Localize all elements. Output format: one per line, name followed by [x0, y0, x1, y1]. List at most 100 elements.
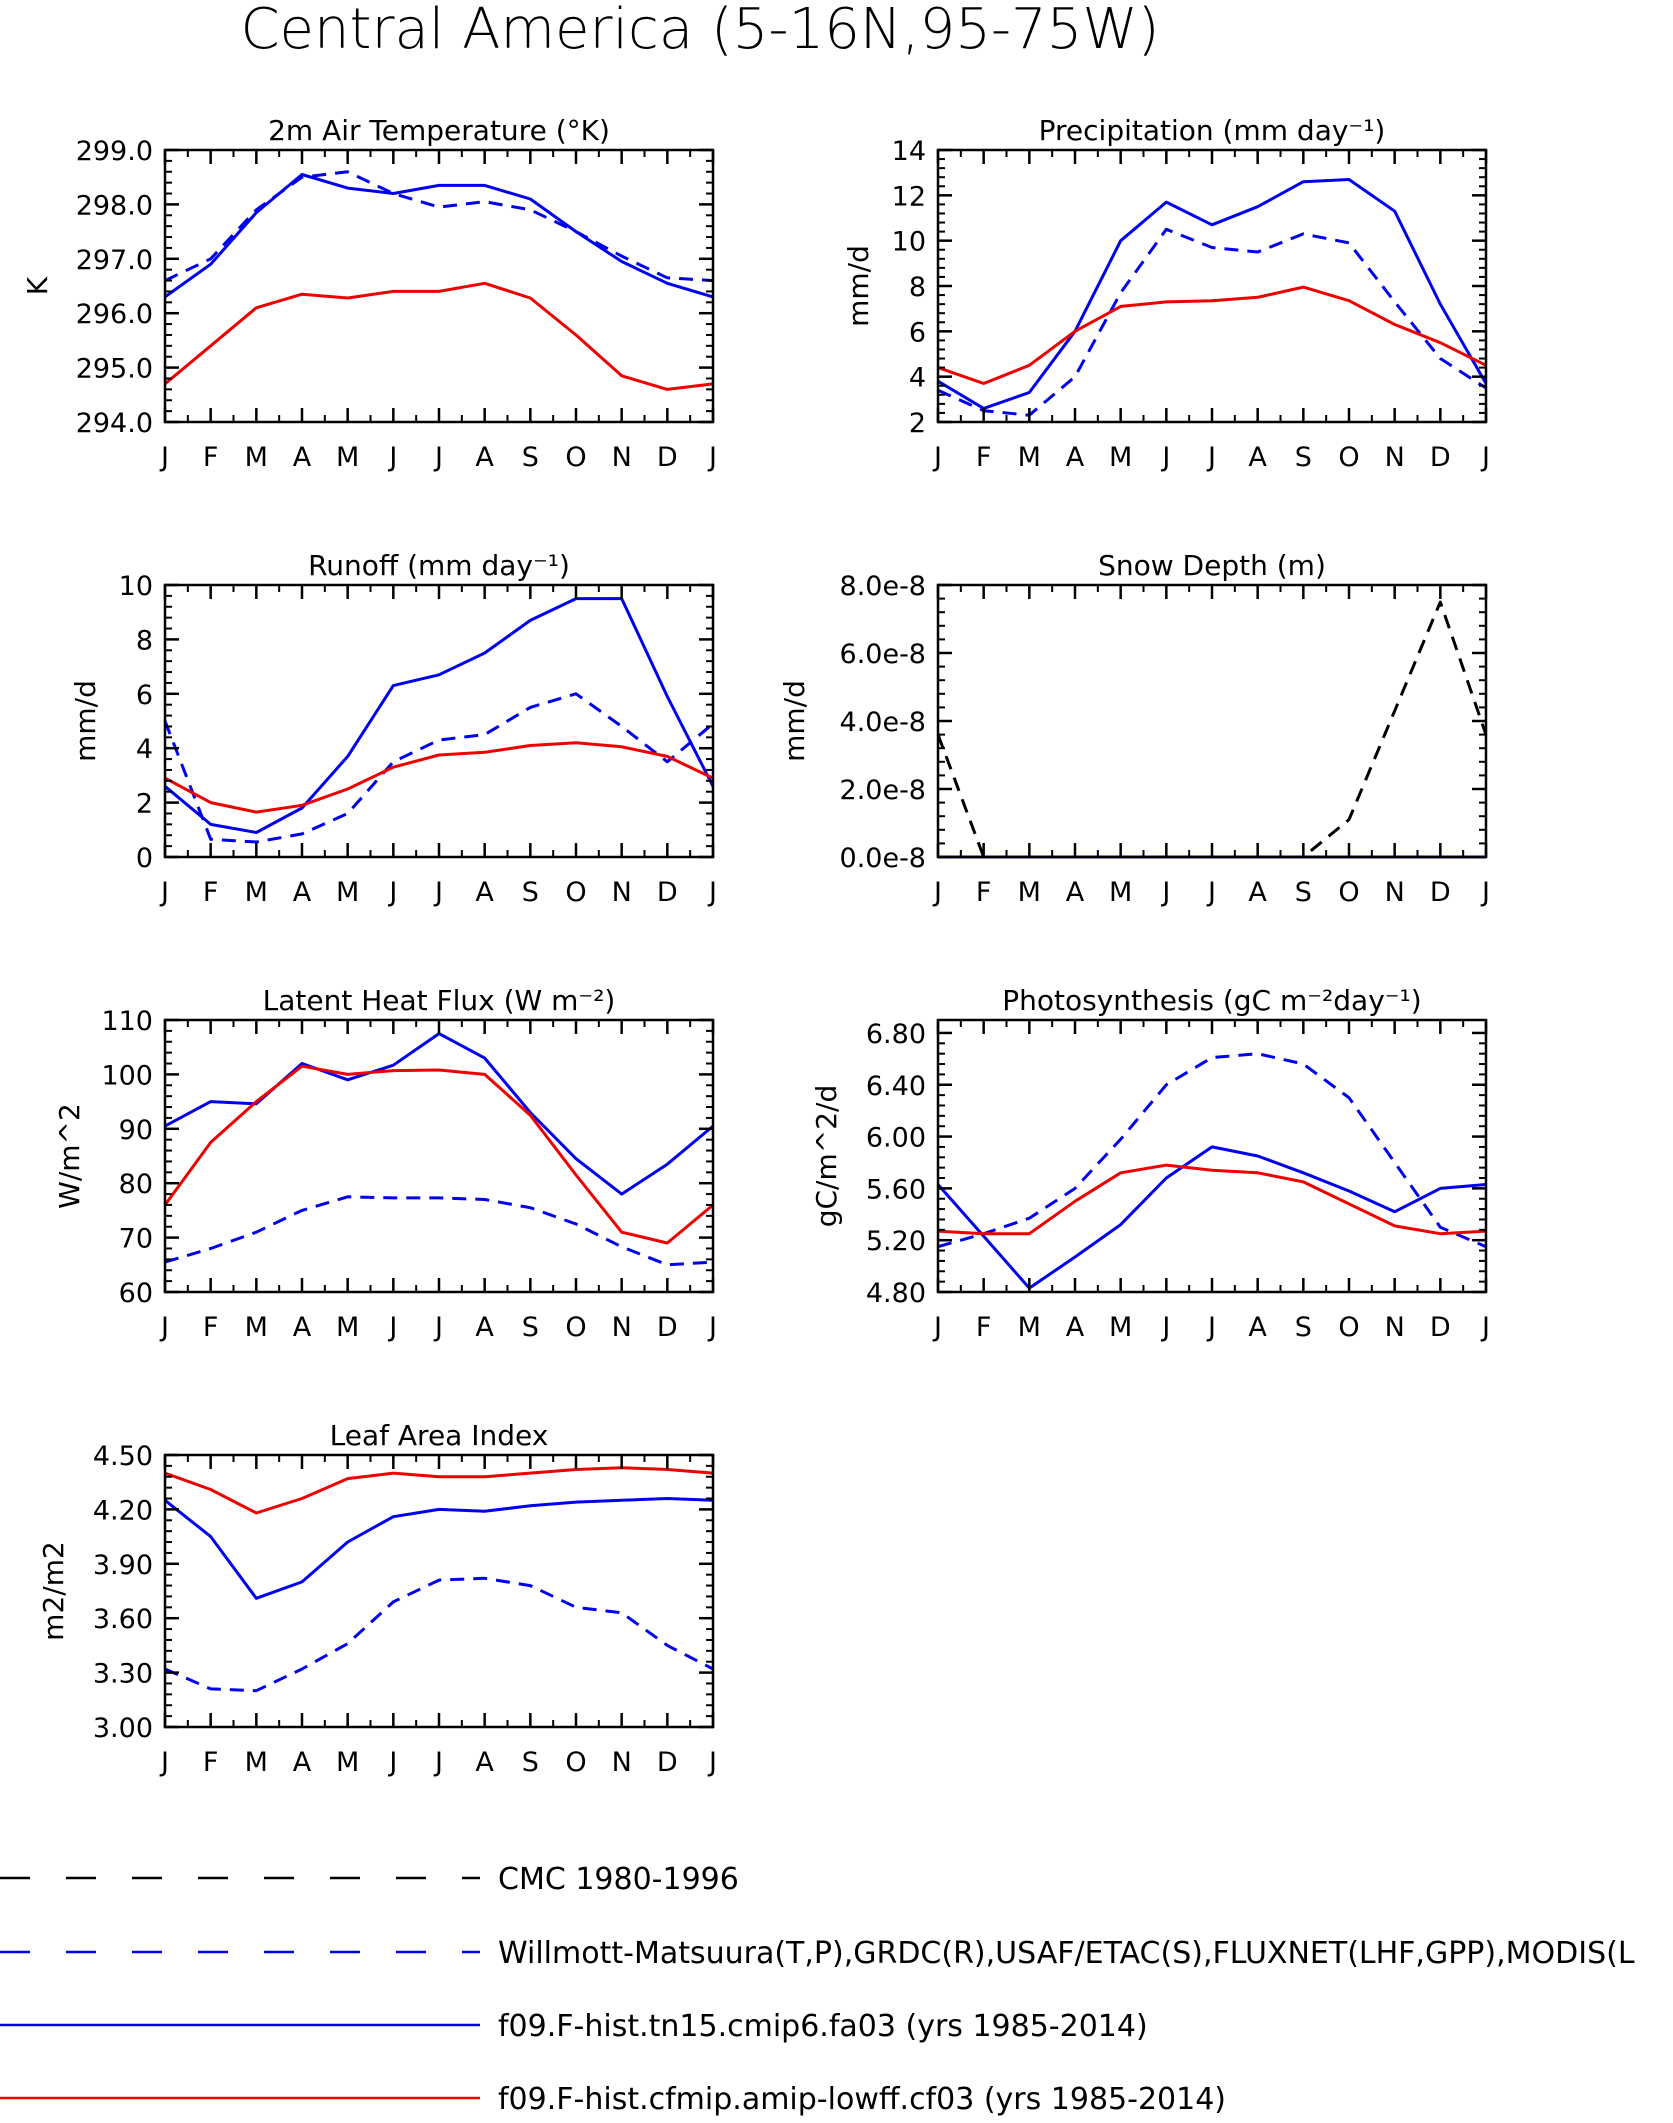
panel-title: Precipitation (mm day⁻¹) — [1039, 114, 1386, 147]
y-tick-label: 3.00 — [93, 1713, 153, 1744]
panel-title: Snow Depth (m) — [1098, 549, 1326, 582]
x-tick-label: N — [1385, 1312, 1405, 1343]
x-tick-label: M — [336, 877, 359, 908]
series-line-dash-blue — [164, 1195, 714, 1267]
y-tick-label: 5.60 — [866, 1174, 926, 1205]
x-tick-label: J — [387, 1747, 397, 1778]
y-tick-label: 60 — [119, 1278, 153, 1309]
series-line-solid-blue — [937, 178, 1488, 410]
x-tick-label: M — [245, 1312, 268, 1343]
y-tick-label: 3.90 — [93, 1550, 153, 1581]
plot-frame — [163, 1453, 715, 1729]
y-tick-label: 0.0e-8 — [840, 843, 926, 874]
x-tick-label: S — [522, 877, 539, 908]
panel-3: Snow Depth (m)J F M A M J J A S O N D J0.0e-82.0e-84… — [778, 549, 1490, 908]
x-tick-label: D — [1430, 1312, 1451, 1343]
x-tick-label: J — [159, 877, 169, 908]
y-tick-label: 8 — [909, 272, 926, 303]
x-tick-label: S — [1295, 1312, 1312, 1343]
x-tick-label: A — [293, 1747, 312, 1778]
y-tick-label: 10 — [892, 227, 926, 258]
series-line-solid-red — [164, 1466, 714, 1515]
x-tick-label: N — [612, 1312, 632, 1343]
panel-title: 2m Air Temperature (°K) — [268, 114, 610, 147]
x-tick-label: M — [1109, 877, 1132, 908]
x-tick-label: M — [336, 1747, 359, 1778]
y-tick-label: 299.0 — [76, 136, 153, 167]
x-tick-label: M — [1109, 1312, 1132, 1343]
x-tick-label: M — [1109, 442, 1132, 473]
x-tick-label: M — [245, 1747, 268, 1778]
panel-title: Latent Heat Flux (W m⁻²) — [263, 984, 616, 1017]
x-tick-label: O — [565, 1747, 586, 1778]
x-tick-label: J — [1160, 877, 1170, 908]
x-tick-label: J — [159, 442, 169, 473]
x-tick-label: J — [433, 877, 443, 908]
panel-5: Photosynthesis (gC m⁻²day⁻¹)J F M A M J J A S O N D… — [810, 984, 1490, 1343]
x-tick-label: A — [475, 877, 494, 908]
x-tick-label: A — [293, 877, 312, 908]
x-tick-label: J — [1480, 877, 1490, 908]
series-line-dash-blue — [164, 170, 714, 283]
panel-title: Runoff (mm day⁻¹) — [308, 549, 570, 582]
main-title: Central America (5-16N,95-75W) — [240, 0, 1159, 62]
y-tick-label: 8 — [136, 625, 153, 656]
x-tick-label: F — [976, 442, 992, 473]
series-line-solid-blue — [936, 1145, 1487, 1290]
x-tick-label: M — [1018, 877, 1041, 908]
series-line-solid-blue — [164, 1497, 714, 1600]
x-tick-label: F — [203, 1747, 219, 1778]
plot-frame — [936, 1018, 1488, 1294]
x-tick-label: A — [1066, 1312, 1085, 1343]
y-tick-label: 80 — [119, 1169, 153, 1200]
x-tick-label: F — [203, 877, 219, 908]
y-tick-label: 4.0e-8 — [840, 707, 926, 738]
plot-frame — [163, 583, 715, 859]
y-tick-label: 294.0 — [76, 408, 153, 439]
y-tick-label: 4.20 — [93, 1495, 153, 1526]
y-axis-label: W/m^2 — [53, 1103, 86, 1209]
plot-frame — [936, 148, 1488, 424]
series-line-solid-red — [937, 285, 1487, 385]
x-tick-label: M — [336, 442, 359, 473]
x-tick-label: A — [475, 1312, 494, 1343]
x-tick-label: J — [1206, 442, 1216, 473]
x-tick-label: A — [1248, 877, 1267, 908]
y-tick-label: 4.80 — [866, 1278, 926, 1309]
x-tick-label: O — [565, 442, 586, 473]
plot-frame — [163, 148, 715, 424]
series-line-solid-blue — [164, 597, 715, 834]
y-tick-label: 296.0 — [76, 299, 153, 330]
x-tick-label: N — [612, 1747, 632, 1778]
x-tick-label: F — [203, 442, 219, 473]
series-line-solid-red — [164, 741, 714, 814]
y-tick-label: 0 — [136, 843, 153, 874]
x-tick-label: N — [612, 877, 632, 908]
y-tick-label: 8.0e-8 — [840, 571, 926, 602]
x-tick-label: S — [1295, 442, 1312, 473]
x-tick-label: A — [1066, 877, 1085, 908]
series-line-solid-red — [164, 281, 714, 391]
x-tick-label: J — [932, 442, 942, 473]
x-tick-label: A — [1248, 442, 1267, 473]
x-tick-label: M — [336, 1312, 359, 1343]
x-tick-label: M — [245, 442, 268, 473]
x-tick-label: O — [565, 877, 586, 908]
y-tick-label: 295.0 — [76, 354, 153, 385]
y-tick-label: 14 — [892, 136, 926, 167]
x-tick-label: D — [1430, 442, 1451, 473]
panel-title: Leaf Area Index — [330, 1419, 549, 1452]
x-tick-label: J — [707, 877, 717, 908]
plot-frame — [936, 583, 1488, 859]
x-tick-label: D — [1430, 877, 1451, 908]
series-line-dash-blue — [163, 692, 714, 844]
x-tick-label: J — [1480, 442, 1490, 473]
legend: CMC 1980-1996 Willmott-Matsuura(T,P),GRDC… — [0, 1862, 1635, 2117]
y-tick-label: 100 — [101, 1060, 153, 1091]
x-tick-label: M — [1018, 442, 1041, 473]
y-tick-label: 297.0 — [76, 245, 153, 276]
x-tick-label: J — [1206, 877, 1216, 908]
y-tick-label: 2.0e-8 — [840, 775, 926, 806]
y-axis-label: gC/m^2/d — [810, 1085, 843, 1228]
y-axis-label: K — [21, 276, 54, 295]
